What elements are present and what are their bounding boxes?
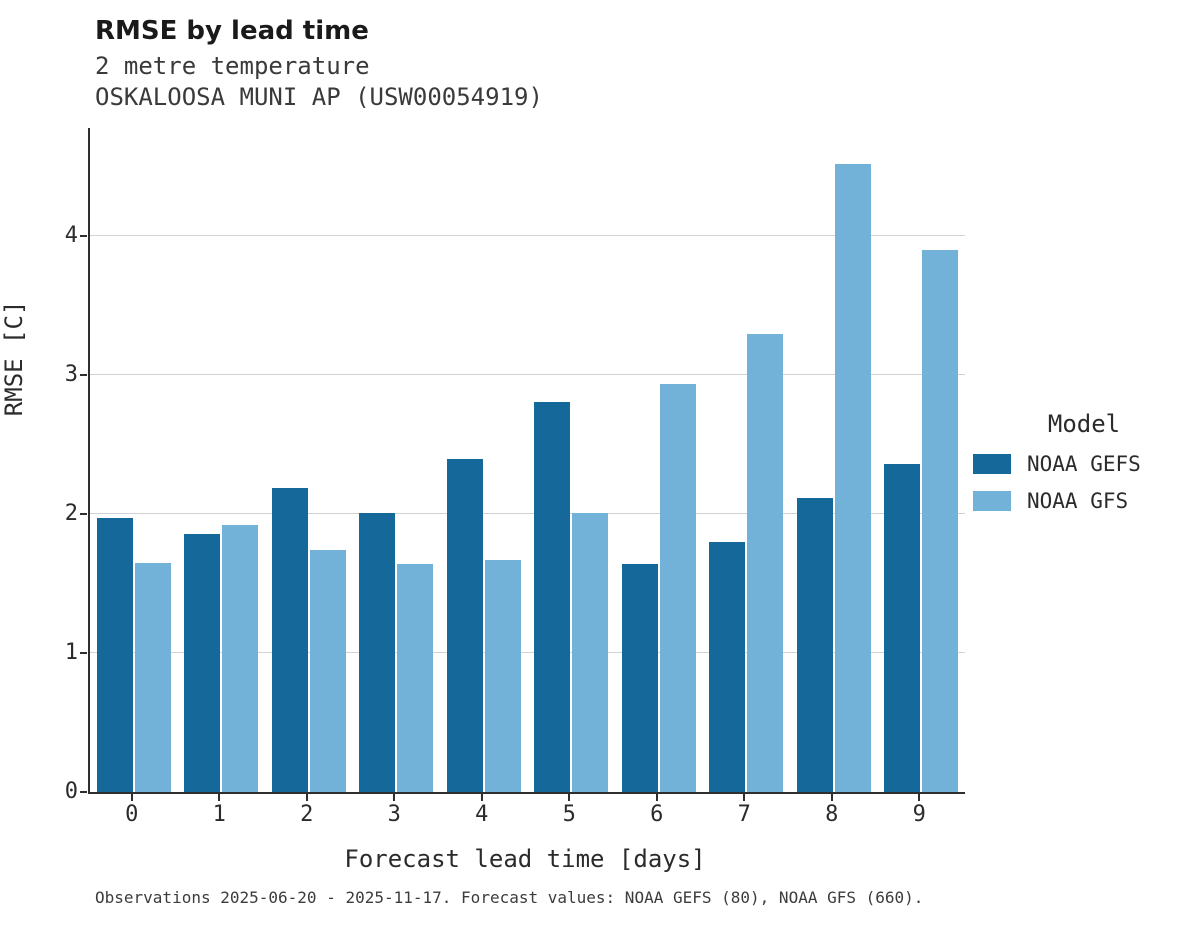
bar-noaa-gefs-day6 xyxy=(621,564,658,792)
y-tick-mark xyxy=(80,652,87,655)
bar-noaa-gefs-day2 xyxy=(271,487,308,792)
chart-subtitle-variable: 2 metre temperature xyxy=(95,52,370,80)
bar-noaa-gefs-day3 xyxy=(359,512,396,792)
bar-noaa-gefs-day9 xyxy=(884,464,921,792)
bar-noaa-gfs-day7 xyxy=(747,333,784,792)
x-tick-mark xyxy=(218,794,221,801)
bar-noaa-gfs-day5 xyxy=(572,512,609,792)
legend-swatch xyxy=(973,491,1011,511)
x-tick-mark xyxy=(568,794,571,801)
x-tick-mark xyxy=(305,794,308,801)
legend-title: Model xyxy=(1047,410,1121,438)
y-tick-label: 1 xyxy=(64,640,78,666)
x-tick-mark xyxy=(480,794,483,801)
gridline xyxy=(90,235,965,237)
bar-noaa-gefs-day7 xyxy=(709,541,746,792)
bar-noaa-gefs-day0 xyxy=(96,518,133,792)
gridline xyxy=(90,374,965,376)
bar-noaa-gfs-day0 xyxy=(134,562,171,792)
chart-title: RMSE by lead time xyxy=(95,16,369,46)
y-tick-label: 2 xyxy=(64,501,78,527)
y-tick-label: 4 xyxy=(64,223,78,249)
gridline xyxy=(90,513,965,515)
bar-noaa-gfs-day2 xyxy=(309,550,346,792)
y-tick-label: 0 xyxy=(64,779,78,804)
x-tick-mark xyxy=(743,794,746,801)
legend-items: NOAA GEFS NOAA GFS xyxy=(973,452,1195,513)
x-tick-label: 6 xyxy=(650,802,664,827)
x-tick-label: 2 xyxy=(300,802,314,827)
x-tick-label: 1 xyxy=(212,802,226,827)
bar-noaa-gfs-day3 xyxy=(397,564,434,792)
x-tick-mark xyxy=(393,794,396,801)
x-axis-label: Forecast lead time [days] xyxy=(344,845,706,873)
y-tick-mark xyxy=(80,235,87,238)
x-tick-label: 9 xyxy=(912,802,926,827)
bar-noaa-gefs-day5 xyxy=(534,401,571,792)
bar-noaa-gfs-day6 xyxy=(659,383,696,792)
bar-noaa-gefs-day1 xyxy=(184,533,221,792)
legend-swatch xyxy=(973,454,1011,474)
x-tick-label: 0 xyxy=(125,802,139,827)
y-axis-label: RMSE [C] xyxy=(0,300,28,417)
x-tick-mark xyxy=(830,794,833,801)
bar-noaa-gfs-day8 xyxy=(834,164,871,792)
y-tick-mark xyxy=(80,791,87,793)
x-tick-label: 8 xyxy=(825,802,839,827)
gridline xyxy=(90,652,965,654)
plot-area xyxy=(88,128,965,794)
legend-item-noaa-gfs: NOAA GFS xyxy=(973,489,1195,513)
x-tick-label: 5 xyxy=(562,802,576,827)
bar-noaa-gefs-day4 xyxy=(446,458,483,792)
x-tick-mark xyxy=(130,794,133,801)
bar-noaa-gfs-day4 xyxy=(484,560,521,792)
legend-item-noaa-gefs: NOAA GEFS xyxy=(973,452,1195,476)
y-tick-mark xyxy=(80,374,87,377)
y-tick-mark xyxy=(80,513,87,516)
x-tick-mark xyxy=(918,794,921,801)
legend: Model NOAA GEFS NOAA GFS xyxy=(973,410,1195,526)
y-tick-label: 3 xyxy=(64,362,78,388)
x-tick-mark xyxy=(655,794,658,801)
x-tick-label: 3 xyxy=(387,802,401,827)
x-tick-label: 4 xyxy=(475,802,489,827)
bar-noaa-gefs-day8 xyxy=(796,497,833,792)
x-tick-label: 7 xyxy=(737,802,751,827)
bar-noaa-gfs-day1 xyxy=(222,525,259,792)
chart-subtitle-station: OSKALOOSA MUNI AP (USW00054919) xyxy=(95,83,543,111)
caption: Observations 2025-06-20 - 2025-11-17. Fo… xyxy=(95,888,924,907)
bar-noaa-gfs-day9 xyxy=(922,250,959,792)
legend-label: NOAA GEFS xyxy=(1027,452,1141,476)
legend-label: NOAA GFS xyxy=(1027,489,1129,513)
